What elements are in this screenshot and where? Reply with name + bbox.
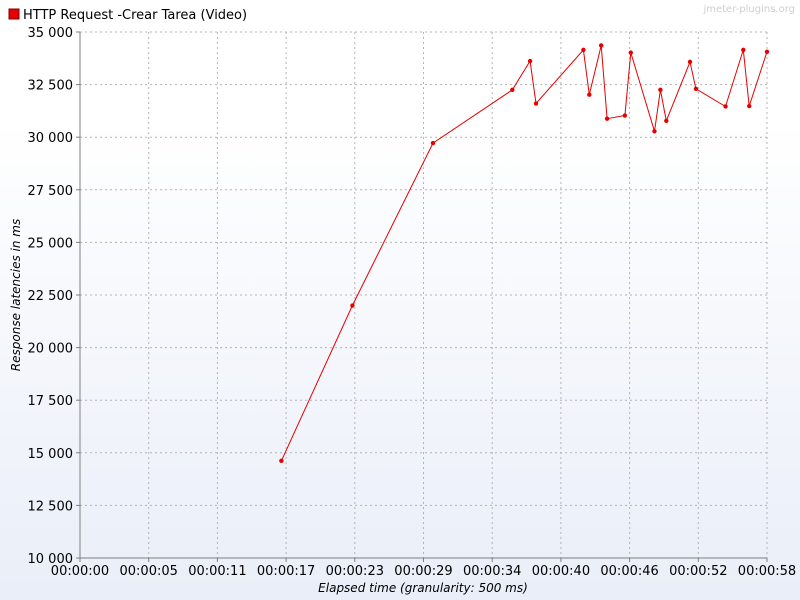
data-point[interactable] <box>723 104 728 109</box>
data-point[interactable] <box>350 303 355 308</box>
data-point[interactable] <box>533 101 539 106</box>
y-tick-label: 25 000 <box>28 236 74 251</box>
data-point[interactable] <box>604 116 610 121</box>
x-tick-label: 00:00:58 <box>738 564 796 579</box>
y-tick-label: 32 500 <box>28 79 74 94</box>
data-point[interactable] <box>693 86 699 92</box>
x-tick-label: 00:00:11 <box>188 564 246 579</box>
x-tick-label: 00:00:52 <box>669 564 727 579</box>
x-axis-label: Elapsed time (granularity: 500 ms) <box>318 581 528 595</box>
data-point[interactable] <box>430 140 436 146</box>
x-tick-labels: 00:00:00 00:00:05 00:00:11 00:00:17 00:00:23… <box>51 558 796 579</box>
data-point[interactable] <box>747 103 752 109</box>
data-point[interactable] <box>652 129 657 134</box>
y-tick-label: 20 000 <box>28 342 74 357</box>
data-point[interactable] <box>527 58 533 64</box>
y-tick-label: 10 000 <box>28 552 74 567</box>
legend-label: HTTP Request -Crear Tarea (Video) <box>23 8 247 23</box>
y-tick-labels: 10 000 12 500 15 000 17 500 20 000 22 500 25 0… <box>28 26 80 567</box>
y-tick-label: 22 500 <box>28 289 74 304</box>
x-tick-label: 00:00:29 <box>394 564 452 579</box>
y-tick-label: 15 000 <box>28 447 74 462</box>
data-point[interactable] <box>658 87 663 93</box>
data-point[interactable] <box>279 458 284 463</box>
y-tick-label: 30 000 <box>28 131 74 146</box>
y-tick-label: 12 500 <box>28 499 74 514</box>
data-point[interactable] <box>581 47 586 53</box>
legend[interactable]: HTTP Request -Crear Tarea (Video) <box>8 8 247 23</box>
data-point[interactable] <box>628 50 633 55</box>
y-tick-label: 17 500 <box>28 394 74 409</box>
x-tick-label: 00:00:40 <box>532 564 590 579</box>
legend-swatch <box>8 8 20 20</box>
data-point[interactable] <box>664 118 669 123</box>
data-point[interactable] <box>687 59 693 65</box>
x-tick-label: 00:00:05 <box>120 564 178 579</box>
watermark: jmeter-plugins.org <box>702 4 795 15</box>
x-tick-label: 00:00:00 <box>51 564 109 579</box>
data-point[interactable] <box>587 92 592 97</box>
data-point[interactable] <box>622 113 628 118</box>
data-point[interactable] <box>510 87 515 93</box>
x-tick-label: 00:00:34 <box>463 564 521 579</box>
series-layer <box>279 43 770 463</box>
x-tick-label: 00:00:17 <box>257 564 315 579</box>
y-tick-label: 35 000 <box>28 26 74 41</box>
x-tick-label: 00:00:23 <box>326 564 384 579</box>
data-point[interactable] <box>598 43 604 48</box>
data-point[interactable] <box>741 47 746 53</box>
y-tick-label: 27 500 <box>28 184 74 199</box>
x-tick-label: 00:00:46 <box>600 564 658 579</box>
y-axis-label: Response latencies in ms <box>9 219 23 371</box>
data-point[interactable] <box>764 49 770 54</box>
